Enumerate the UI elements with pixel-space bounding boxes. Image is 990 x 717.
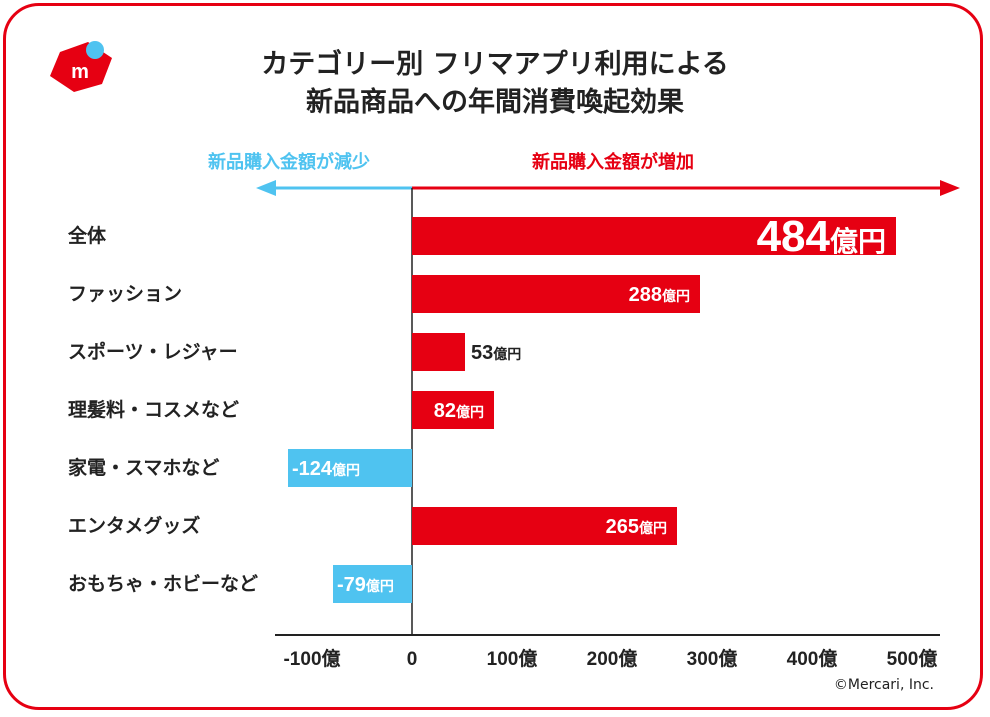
data-label: 53億円 xyxy=(471,342,521,364)
category-label: スポーツ・レジャー xyxy=(68,341,238,363)
bar xyxy=(412,333,465,371)
category-label: 理髪料・コスメなど xyxy=(68,399,240,421)
bar xyxy=(288,449,412,487)
category-label: 全体 xyxy=(68,225,107,247)
bar xyxy=(412,507,677,545)
x-tick-label: 100億 xyxy=(487,647,538,670)
x-tick-label: -100億 xyxy=(283,647,340,670)
decrease-arrow-head xyxy=(256,180,276,196)
category-label: 家電・スマホなど xyxy=(68,457,220,479)
x-tick-label: 400億 xyxy=(787,647,838,670)
chart-title: カテゴリー別 フリマアプリ利用による 新品商品への年間消費喚起効果 xyxy=(0,46,990,122)
data-label: -124億円 xyxy=(292,458,360,480)
chart-title-line-1: カテゴリー別 フリマアプリ利用による xyxy=(261,49,729,80)
x-tick-label: 200億 xyxy=(587,647,638,670)
data-label: 484億円 xyxy=(757,212,886,261)
copyright: ©Mercari, Inc. xyxy=(833,677,934,693)
decrease-label: 新品購入金額が減少 xyxy=(208,152,370,173)
x-tick-label: 300億 xyxy=(687,647,738,670)
category-label: ファッション xyxy=(68,283,183,305)
category-label: エンタメグッズ xyxy=(68,515,201,537)
bar xyxy=(412,275,700,313)
increase-label: 新品購入金額が増加 xyxy=(532,152,694,173)
bar xyxy=(412,217,896,255)
data-label: 265億円 xyxy=(606,516,667,538)
data-label: 82億円 xyxy=(434,400,484,422)
data-label: 288億円 xyxy=(629,284,690,306)
chart-title-line-2: 新品商品への年間消費喚起効果 xyxy=(306,87,684,118)
increase-arrow-head xyxy=(940,180,960,196)
x-tick-label: 500億 xyxy=(887,647,938,670)
category-label: おもちゃ・ホビーなど xyxy=(68,573,259,595)
x-tick-label: 0 xyxy=(407,649,418,670)
bar xyxy=(412,391,494,429)
data-label: -79億円 xyxy=(337,574,394,596)
bar xyxy=(333,565,412,603)
card-frame xyxy=(3,3,983,710)
